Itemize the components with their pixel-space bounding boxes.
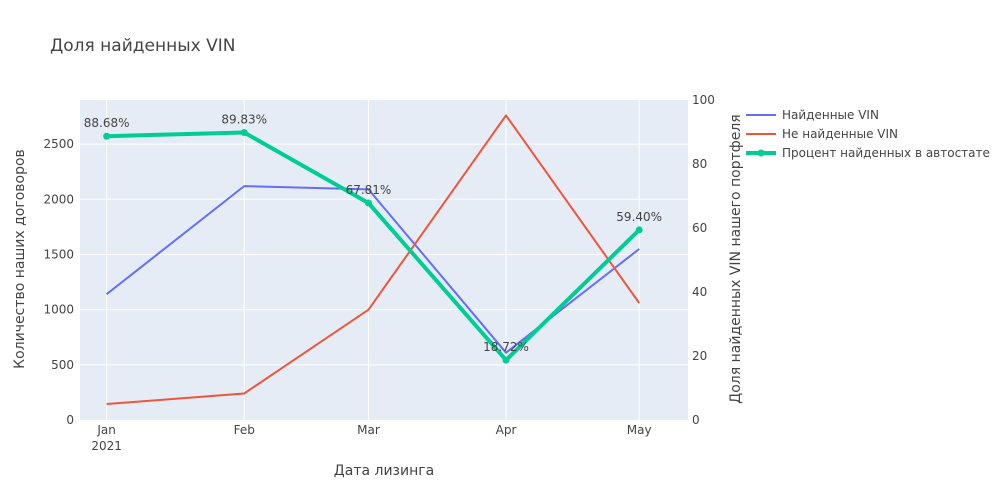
y-tick-label: 500	[51, 358, 74, 372]
y-tick-label: 1000	[43, 303, 74, 317]
x-tick-label: Mar	[357, 423, 380, 437]
y-axis-title: Количество наших договоров	[12, 149, 28, 369]
grid	[80, 100, 688, 420]
series-point	[502, 356, 510, 364]
series-point	[103, 132, 111, 140]
y-axis: 0 500 1000 1500 2000 2500	[43, 137, 74, 427]
legend-label: Найденные VIN	[782, 108, 879, 122]
y-tick-label: 1500	[43, 247, 74, 261]
y-tick-label: 0	[66, 413, 74, 427]
series-layer: 88.68% 89.83% 67.81% 18.72% 59.40%	[84, 113, 662, 405]
y2-tick-label: 80	[692, 157, 707, 171]
legend: Найденные VIN Не найденные VIN Процент най…	[746, 108, 990, 160]
y2-tick-label: 60	[692, 221, 707, 235]
y2-tick-label: 0	[692, 413, 700, 427]
plot-area	[80, 100, 688, 420]
x-axis-title: Дата лизинга	[334, 463, 434, 479]
x-tick-label: Feb	[234, 423, 255, 437]
chart-title: Доля найденных VIN	[50, 36, 235, 56]
legend-label: Не найденные VIN	[782, 127, 898, 141]
legend-marker	[757, 149, 765, 157]
data-label: 67.81%	[346, 183, 392, 197]
y2-tick-label: 40	[692, 285, 707, 299]
x-tick-label: May	[627, 423, 652, 437]
series-point	[240, 129, 248, 137]
legend-label: Процент найденных в автостате	[782, 146, 990, 160]
y2-tick-label: 100	[692, 93, 715, 107]
series-point	[635, 226, 643, 234]
x-tick-label: Jan	[96, 423, 116, 437]
y-tick-label: 2000	[43, 192, 74, 206]
x-axis: Jan 2021 Feb Mar Apr May	[91, 423, 651, 453]
y2-axis-title: Доля найденных VIN нашего портфеля	[728, 114, 744, 403]
y2-tick-label: 20	[692, 349, 707, 363]
data-label: 89.83%	[221, 113, 267, 127]
x-tick-sublabel: 2021	[91, 439, 122, 453]
x-tick-label: Apr	[496, 423, 517, 437]
data-label: 88.68%	[84, 116, 130, 130]
data-label: 18.72%	[483, 340, 529, 354]
series-point	[364, 199, 372, 207]
y2-axis: 0 20 40 60 80 100	[692, 93, 715, 427]
y-tick-label: 2500	[43, 137, 74, 151]
data-label: 59.40%	[616, 210, 662, 224]
series-line-2	[106, 114, 641, 405]
